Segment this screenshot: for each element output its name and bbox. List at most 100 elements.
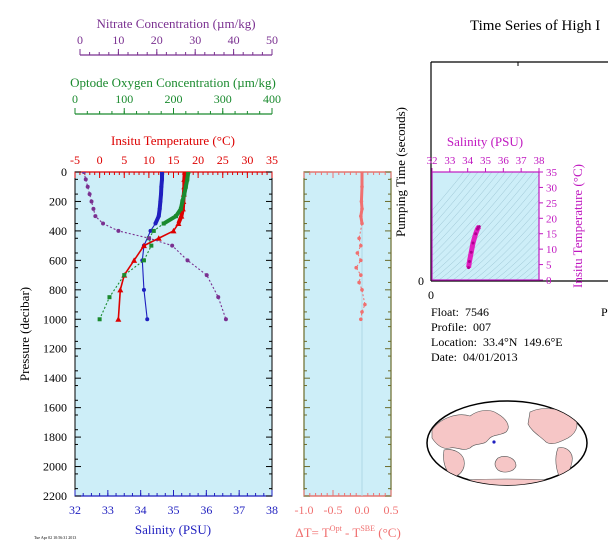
ts-salinity-tick-label: 36 <box>498 155 510 167</box>
data-point <box>122 273 127 278</box>
data-point <box>158 199 163 204</box>
oxygen-axis-label: Optode Oxygen Concentration (µm/kg) <box>70 75 276 90</box>
pressure-ticks <box>75 171 272 497</box>
data-point <box>204 273 209 278</box>
ts-density-contours <box>432 172 539 280</box>
ts-series <box>466 224 482 270</box>
delta-t-point <box>359 273 363 277</box>
temperature-ticks <box>74 172 273 178</box>
ts-contour-line <box>432 172 465 211</box>
location: Location: 33.4°N 149.6°E <box>431 335 563 349</box>
pressure-tick-label: 400 <box>49 224 67 238</box>
delta-t-label-end: (°C) <box>375 525 401 540</box>
delta-t-point <box>360 172 364 174</box>
data-point <box>145 317 150 322</box>
pumping-x-zero-label: 0 <box>428 288 434 302</box>
oxygen-tick-label: 300 <box>214 92 232 106</box>
ts-temperature-tick-labels: 0 5 10 15 20 25 30 35 <box>546 167 558 287</box>
ts-contour-line <box>432 172 500 249</box>
delta-t-label-mid: - T <box>342 525 361 540</box>
oxygen-tick-label: 200 <box>165 92 183 106</box>
salinity-tick-labels: 32 33 34 35 36 37 38 <box>69 503 278 517</box>
temperature-tick-label: 5 <box>121 153 127 167</box>
pressure-tick-label: 1000 <box>43 312 67 326</box>
delta-t-pressure-ticks <box>304 171 391 497</box>
ts-contour-line <box>515 259 539 280</box>
data-point <box>160 172 165 174</box>
data-point <box>97 317 102 322</box>
delta-t-label-sup2: SBE <box>360 524 375 533</box>
ts-contour-line <box>432 172 528 275</box>
ts-point <box>471 241 475 245</box>
delta-t-point <box>359 214 363 218</box>
delta-t-point <box>359 258 363 263</box>
data-point <box>141 258 146 263</box>
footnote: Tue Apr 02 10:56:31 2013 <box>34 535 77 540</box>
ts-temperature-tick-label: 35 <box>546 167 558 179</box>
salinity-ticks <box>74 490 273 496</box>
page-title: Time Series of High I <box>470 18 601 34</box>
salinity-tick-label: 35 <box>168 503 180 517</box>
pumping-time-panel: Pumping Time (seconds) 0 0 <box>393 61 608 302</box>
data-point <box>185 258 190 263</box>
temperature-tick-label: 35 <box>266 153 278 167</box>
pressure-tick-label: 800 <box>49 283 67 297</box>
ts-salinity-tick-label: 32 <box>427 155 438 167</box>
delta-t-axis-label: ΔT= TOpt - TSBE (°C) <box>295 524 401 540</box>
delta-t-point <box>357 236 361 241</box>
data-point <box>183 184 188 189</box>
nitrate-tick-label: 30 <box>189 33 201 47</box>
data-point <box>131 257 138 263</box>
data-point <box>140 242 147 249</box>
data-point <box>149 243 154 248</box>
ts-temperature-ticks <box>539 171 543 281</box>
salinity-tick-label: 36 <box>200 503 212 517</box>
data-point <box>161 221 166 226</box>
land-south-america <box>555 447 573 479</box>
ts-contour-line <box>459 199 539 280</box>
data-point <box>91 206 96 211</box>
data-point <box>153 221 158 226</box>
ts-salinity-tick-label: 38 <box>534 155 546 167</box>
data-point <box>117 286 124 293</box>
ts-point <box>467 259 471 263</box>
data-point <box>115 316 122 322</box>
temperature-tick-labels: -5 0 5 10 15 20 25 30 35 <box>70 153 278 167</box>
delta-t-line <box>355 172 366 320</box>
ts-contour-line <box>494 238 539 280</box>
delta-t-point <box>360 184 364 189</box>
data-point <box>175 220 182 227</box>
ts-temperature-tick-label: 25 <box>546 198 558 210</box>
ts-salinity-tick-label: 33 <box>444 155 456 167</box>
data-point <box>93 214 98 219</box>
delta-t-label-base: ΔT= T <box>295 525 330 540</box>
oxygen-tick-label: 100 <box>115 92 133 106</box>
delta-t-point <box>363 302 367 307</box>
data-point <box>87 192 92 197</box>
data-point <box>178 206 183 211</box>
ts-contour-line <box>452 191 539 280</box>
ts-salinity-tick-label: 34 <box>462 155 474 167</box>
ts-plot-background <box>432 172 539 280</box>
data-point <box>180 199 185 204</box>
oxygen-ticks <box>74 108 273 114</box>
data-point <box>156 214 161 219</box>
data-point <box>151 228 156 233</box>
ts-temperature-tick-label: 30 <box>546 182 558 194</box>
data-point <box>182 192 187 197</box>
delta-t-point <box>357 280 361 285</box>
delta-t-panel: -1.0 -0.5 0.0 0.5 ΔT= TOpt - TSBE (°C) <box>295 171 401 540</box>
ts-contour-line <box>466 207 539 280</box>
nitrate-tick-labels: 0 10 20 30 40 50 <box>77 33 278 47</box>
delta-t-point <box>359 243 363 248</box>
ts-contour-line <box>501 246 539 280</box>
pressure-tick-label: 1400 <box>43 371 67 385</box>
delta-t-point <box>360 288 364 292</box>
ts-contour-line <box>487 231 539 280</box>
delta-t-point <box>360 207 364 211</box>
data-point <box>159 192 164 197</box>
ts-contour-line <box>508 253 539 280</box>
ts-contour-line <box>432 172 535 280</box>
oxygen-tick-label: 0 <box>72 92 78 106</box>
truncated-label: P <box>601 305 608 319</box>
